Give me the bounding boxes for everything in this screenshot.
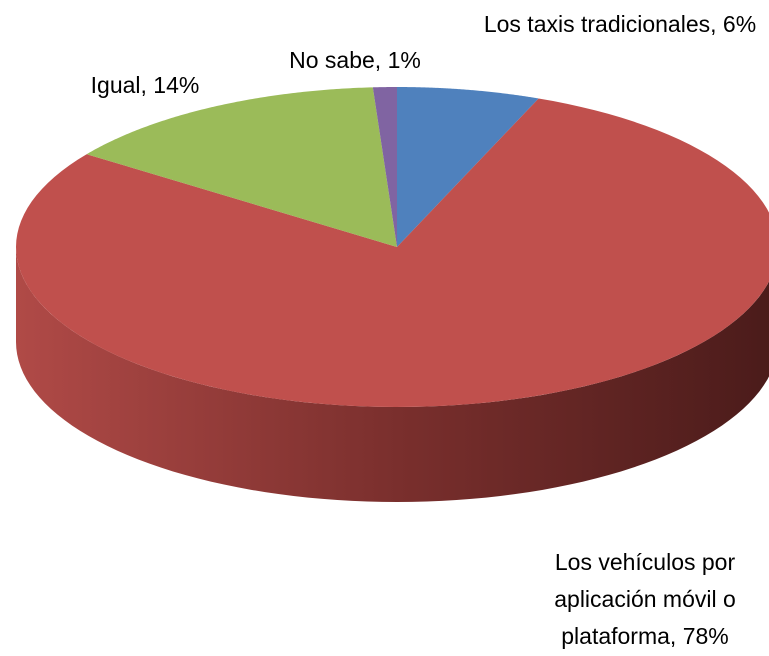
category: Los vehículos por aplicación móvil o pla… (554, 549, 736, 649)
slice-label: Los taxis tradicionales, 6% (455, 6, 769, 43)
value-label: 78% (682, 623, 729, 649)
slice-label: No sabe, 1% (265, 42, 445, 79)
category: Los taxis tradicionales, (483, 11, 717, 37)
category: Igual, (90, 72, 147, 98)
value-label: 6% (722, 11, 757, 37)
slice-side (16, 247, 769, 502)
slice (397, 87, 539, 247)
value-label: 1% (387, 47, 421, 73)
slice (86, 87, 398, 247)
category: No sabe, (289, 47, 382, 73)
slice (372, 87, 397, 247)
slice-label: Igual, 14% (60, 67, 230, 104)
slice-label: Los vehículos por aplicación móvil o pla… (515, 544, 769, 655)
value-label: 14% (153, 72, 200, 98)
slice (16, 98, 769, 407)
